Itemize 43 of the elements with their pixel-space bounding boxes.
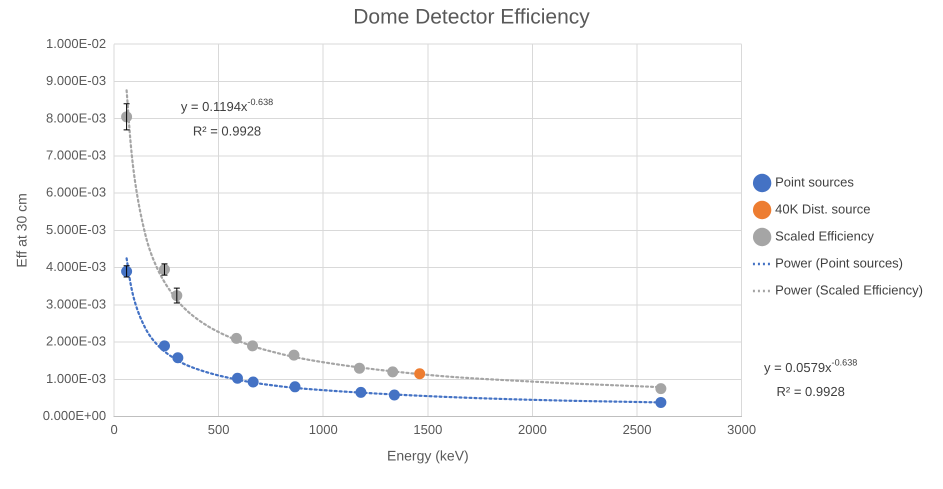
- x-tick-label: 0: [110, 422, 118, 437]
- x-tick-label: 3000: [727, 422, 756, 437]
- legend-label: Power (Point sources): [775, 256, 904, 271]
- point: [354, 362, 365, 374]
- x-axis-title: Energy (keV): [386, 447, 469, 464]
- y-tick-label: 1.000E-02: [46, 36, 106, 51]
- point: [414, 368, 426, 380]
- legend-label: 40K Dist. source: [775, 202, 870, 217]
- point: [288, 350, 300, 361]
- y-tick-label: 6.000E-03: [46, 184, 106, 200]
- x-tick-label: 2500: [622, 422, 652, 437]
- y-tick-label: 5.000E-03: [46, 222, 106, 237]
- point: [232, 372, 243, 384]
- y-tick-label: 2.000E-03: [46, 334, 106, 349]
- point: [248, 376, 259, 388]
- y-axis-title: Eff at 30 cm: [13, 193, 30, 268]
- point: [158, 340, 170, 352]
- x-tick-label: 1500: [413, 422, 442, 437]
- point: [290, 381, 301, 392]
- y-tick-label: 0.000E+00: [42, 408, 106, 424]
- point: [172, 352, 184, 364]
- point: [355, 386, 366, 398]
- point: [230, 332, 242, 344]
- legend-label: Power (Scaled Efficiency): [775, 282, 923, 298]
- point: [655, 396, 666, 408]
- y-tick-label: 9.000E-03: [46, 73, 106, 88]
- point: [388, 390, 400, 400]
- y-tick-label: 8.000E-03: [46, 110, 106, 126]
- point: [655, 383, 666, 394]
- point: [387, 366, 398, 378]
- y-tick-label: 4.000E-03: [46, 259, 106, 274]
- y-tick-label: 1.000E-03: [46, 370, 106, 386]
- x-tick-label: 1000: [308, 422, 338, 437]
- point: [247, 340, 258, 352]
- chart-title: Dome Detector Efficiency: [353, 5, 590, 28]
- legend-label: Point sources: [775, 174, 854, 190]
- y-tick-label: 3.000E-03: [46, 296, 106, 312]
- x-tick-label: 500: [208, 422, 230, 437]
- text: R² = 0.9928: [776, 384, 845, 399]
- annotation: R² = 0.9928: [192, 123, 262, 138]
- legend-label: Scaled Efficiency: [775, 228, 874, 244]
- y-tick-label: 7.000E-03: [46, 148, 106, 162]
- x-tick-label: 2000: [518, 422, 547, 437]
